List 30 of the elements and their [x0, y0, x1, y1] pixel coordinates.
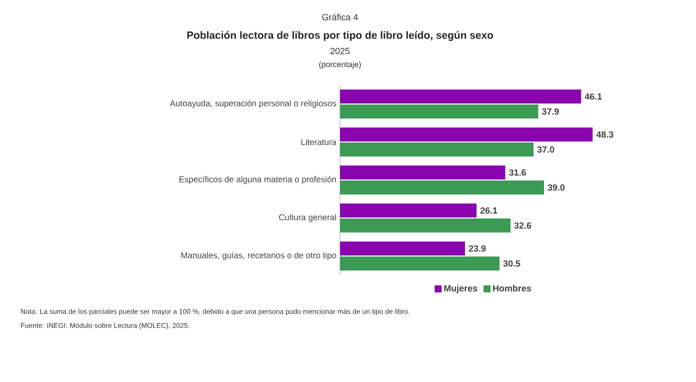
data-label: 26.1: [480, 207, 498, 214]
chart-title: Población lectora de libros por tipo de libro leído, según sexo: [187, 31, 494, 41]
data-label: 37.0: [537, 146, 554, 153]
bar: [340, 204, 477, 218]
data-label: 23.9: [468, 245, 486, 252]
text: Gráfica 4: [322, 14, 358, 20]
data-label: 46.1: [584, 93, 602, 100]
bar: [340, 218, 511, 232]
bar: [340, 104, 538, 118]
y-tick-label: Literatura: [301, 138, 336, 146]
bar: [340, 166, 506, 180]
data-label: 37.9: [542, 108, 559, 115]
legend-label: Hombres: [493, 284, 532, 292]
y-tick-label: Cultura general: [279, 214, 336, 222]
bar: [340, 180, 544, 194]
data-label: 39.0: [548, 184, 565, 191]
data-label: 48.3: [596, 131, 614, 138]
bar: [340, 142, 534, 156]
chart-subtitle: 2025: [330, 48, 350, 54]
data-label: 32.6: [514, 222, 532, 229]
bar: [340, 128, 593, 142]
y-tick-label: Manuales, guías, recetarios o de otro tipo: [181, 252, 336, 260]
bar: [340, 256, 500, 270]
legend-label: Mujeres: [444, 284, 478, 294]
y-tick-label: Específicos de alguna materia o profesión: [179, 176, 336, 184]
bar: [340, 90, 582, 104]
y-tick-label: Autoayuda, superación personal o religiosos: [170, 100, 336, 108]
data-label: 31.6: [509, 169, 526, 176]
data-label: 30.5: [503, 260, 520, 267]
bar: [340, 242, 466, 256]
